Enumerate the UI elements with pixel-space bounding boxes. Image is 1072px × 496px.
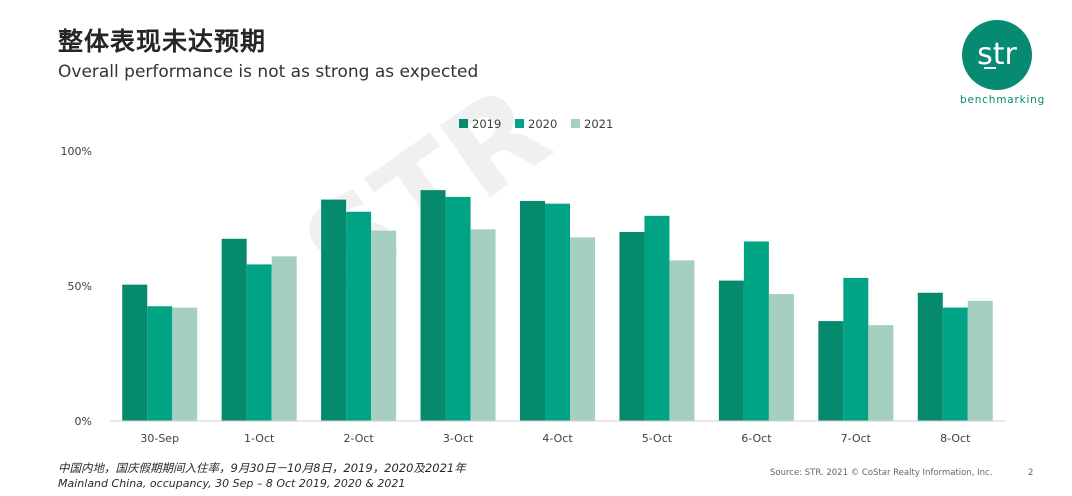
logo-subtext: benchmarking bbox=[960, 94, 1046, 106]
x-tick-label: 7-Oct bbox=[841, 432, 872, 445]
x-tick-label: 1-Oct bbox=[244, 432, 275, 445]
x-tick-label: 8-Oct bbox=[940, 432, 971, 445]
logo-underline bbox=[984, 67, 996, 69]
bar-2020-1-Oct bbox=[246, 264, 272, 421]
bar-2019-8-Oct bbox=[917, 292, 943, 421]
logo-circle: str bbox=[962, 20, 1032, 90]
bar-2019-1-Oct bbox=[221, 238, 247, 421]
str-logo: str benchmarking bbox=[960, 20, 1044, 108]
bar-2019-7-Oct bbox=[818, 321, 844, 421]
legend-label-2020: 2020 bbox=[528, 117, 557, 131]
bar-2020-5-Oct bbox=[644, 215, 670, 421]
legend-swatch-2021 bbox=[571, 119, 580, 128]
bar-2020-8-Oct bbox=[942, 307, 968, 421]
bar-2020-7-Oct bbox=[843, 277, 869, 421]
bar-2019-4-Oct bbox=[520, 200, 545, 421]
logo-text: str bbox=[977, 37, 1017, 72]
bar-2021-4-Oct bbox=[570, 237, 595, 421]
bar-2020-3-Oct bbox=[445, 196, 471, 421]
bar-2019-2-Oct bbox=[321, 199, 347, 421]
x-tick-label: 4-Oct bbox=[542, 432, 573, 445]
source-text: Source: STR. 2021 © CoStar Realty Inform… bbox=[770, 468, 993, 478]
y-tick-label: 0% bbox=[75, 415, 92, 428]
legend-swatch-2020 bbox=[515, 119, 524, 128]
page-number: 2 bbox=[1028, 468, 1034, 478]
bar-2021-5-Oct bbox=[669, 260, 695, 421]
footnote-english: Mainland China, occupancy, 30 Sep – 8 Oc… bbox=[58, 477, 406, 490]
x-tick-label: 5-Oct bbox=[642, 432, 673, 445]
bar-2019-3-Oct bbox=[420, 190, 446, 421]
bar-2020-6-Oct bbox=[743, 241, 769, 421]
bar-2020-30-Sep bbox=[147, 306, 173, 421]
bar-2020-4-Oct bbox=[545, 203, 570, 421]
bar-2020-2-Oct bbox=[346, 211, 372, 421]
bar-2021-1-Oct bbox=[271, 256, 297, 421]
bar-2019-30-Sep bbox=[122, 284, 148, 421]
bar-2021-8-Oct bbox=[967, 300, 993, 421]
legend-label-2021: 2021 bbox=[584, 117, 613, 131]
bar-2021-6-Oct bbox=[768, 294, 794, 421]
x-tick-label: 30-Sep bbox=[140, 432, 179, 445]
y-tick-label: 100% bbox=[61, 145, 92, 158]
bar-2019-6-Oct bbox=[718, 280, 744, 421]
page-title: 整体表现未达预期 bbox=[58, 27, 267, 56]
x-tick-label: 2-Oct bbox=[343, 432, 374, 445]
page-subtitle: Overall performance is not as strong as … bbox=[58, 62, 479, 82]
bar-2019-5-Oct bbox=[619, 232, 645, 421]
legend-swatch-2019 bbox=[459, 119, 468, 128]
y-tick-label: 50% bbox=[68, 280, 92, 293]
bar-2021-7-Oct bbox=[868, 325, 894, 421]
bar-2021-3-Oct bbox=[470, 229, 496, 421]
x-tick-label: 3-Oct bbox=[443, 432, 474, 445]
bar-2021-30-Sep bbox=[172, 307, 198, 421]
bar-2021-2-Oct bbox=[371, 230, 397, 421]
footnote-chinese: 中国内地，国庆假期期间入住率，9月30日－10月8日，2019，2020及202… bbox=[58, 461, 466, 475]
x-tick-label: 6-Oct bbox=[741, 432, 772, 445]
legend-label-2019: 2019 bbox=[472, 117, 501, 131]
